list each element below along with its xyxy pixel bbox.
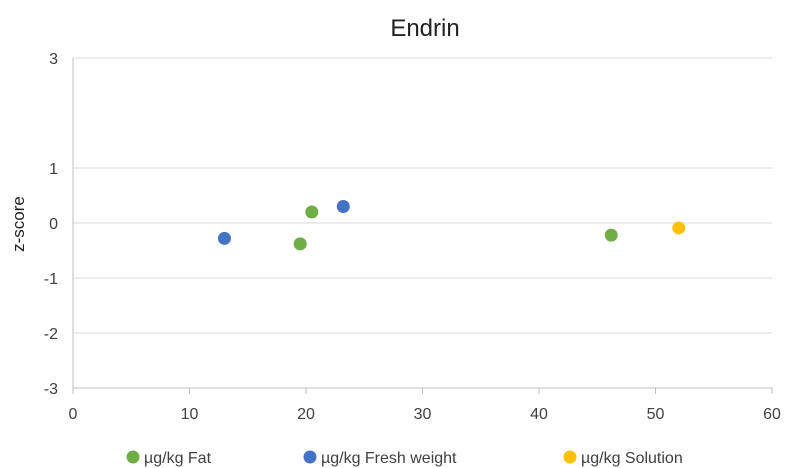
legend-item: µg/kg Solution	[563, 450, 683, 467]
data-point	[217, 231, 231, 245]
x-tick-label: 50	[647, 406, 665, 423]
y-tick-label: 3	[49, 51, 58, 68]
gridlines	[73, 57, 772, 389]
y-tick-label: -3	[44, 381, 58, 398]
y-tick-labels: 3 1 0 -1 -2 -3	[44, 51, 58, 398]
x-tick-label: 40	[530, 406, 548, 423]
y-axis-label: z-score	[9, 196, 28, 252]
legend-marker	[563, 450, 577, 464]
legend-label: µg/kg Fat	[144, 450, 212, 467]
x-tick-label: 60	[763, 406, 781, 423]
data-point	[336, 200, 350, 213]
data-point	[604, 228, 618, 242]
data-point	[305, 205, 319, 219]
legend-marker	[126, 450, 140, 464]
y-tick-label: 0	[49, 216, 58, 233]
data-points	[217, 200, 686, 251]
legend: µg/kg Fat µg/kg Fresh weight µg/kg Solutio…	[126, 450, 683, 467]
legend-item: µg/kg Fat	[126, 450, 212, 467]
x-tick-label: 20	[297, 406, 315, 423]
y-tick-label: -2	[44, 326, 58, 343]
legend-item: µg/kg Fresh weight	[303, 450, 457, 467]
y-tick-label: -1	[44, 271, 58, 288]
x-tick-label: 30	[414, 406, 432, 423]
x-tick-labels: 0 10 20 30 40 50 60	[69, 406, 781, 423]
data-point	[293, 237, 307, 251]
legend-marker	[303, 450, 317, 464]
y-tick-label: 1	[49, 161, 58, 178]
legend-label: µg/kg Fresh weight	[321, 450, 457, 467]
x-tick-label: 10	[181, 406, 199, 423]
axes	[72, 58, 773, 394]
x-tick-label: 0	[69, 406, 78, 423]
legend-label: µg/kg Solution	[581, 450, 683, 467]
chart-title: Endrin	[390, 15, 459, 42]
data-point	[672, 221, 686, 235]
